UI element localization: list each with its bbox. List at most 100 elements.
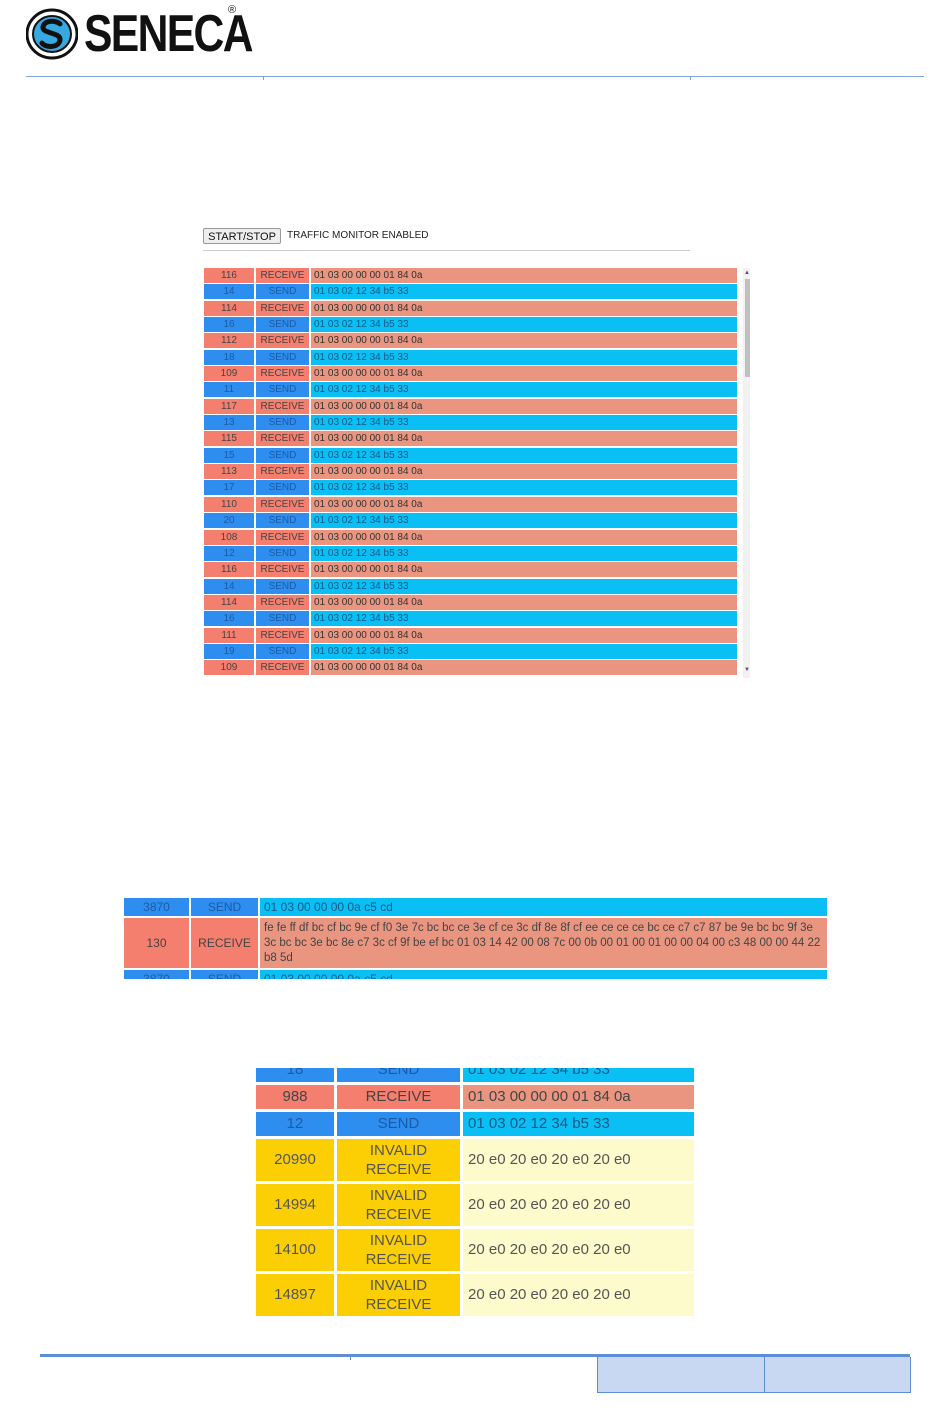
frame-data: 01 03 02 12 34 b5 33: [311, 349, 737, 365]
frame-count: 110: [204, 496, 254, 512]
frame-count: 12: [256, 1112, 334, 1136]
frame-direction: SEND: [256, 447, 309, 463]
monitor-row: 110 RECEIVE 01 03 00 00 00 01 84 0a: [204, 496, 750, 512]
frame-data: 01 03 00 00 00 0a c5 cd: [260, 898, 827, 916]
frame-direction: SEND: [256, 643, 309, 659]
frame-direction: INVALID RECEIVE: [337, 1229, 460, 1271]
frame-count: 18: [256, 1068, 334, 1082]
frame-count: 115: [204, 431, 254, 447]
invalid-frame-row: 14994 INVALID RECEIVE 20 e0 20 e0 20 e0 20 …: [256, 1184, 694, 1226]
frame-direction: SEND: [337, 1068, 460, 1082]
monitor-scrollbar-thumb[interactable]: [745, 279, 750, 377]
frame-direction: RECEIVE: [191, 918, 258, 968]
frame-direction: RECEIVE: [256, 300, 309, 316]
frame-direction: INVALID RECEIVE: [337, 1184, 460, 1226]
frame-data: 01 03 02 12 34 b5 33: [311, 611, 737, 627]
long-frame-row: 3870 SEND 01 03 00 00 00 0a c5 cd: [124, 970, 827, 979]
frame-count: 12: [204, 545, 254, 561]
frame-count: 14: [204, 578, 254, 594]
frame-data: 20 e0 20 e0 20 e0 20 e0: [463, 1139, 694, 1181]
scroll-up-arrow-icon[interactable]: ▲: [744, 270, 750, 276]
monitor-row: 14 SEND 01 03 02 12 34 b5 33: [204, 284, 750, 300]
invalid-frame-list: 18 SEND 01 03 02 12 34 b5 33 988 RECEIVE 01 0…: [256, 1068, 694, 1318]
header-rule: [26, 76, 924, 77]
monitor-row: 19 SEND 01 03 02 12 34 b5 33: [204, 643, 750, 659]
monitor-row: 15 SEND 01 03 02 12 34 b5 33: [204, 447, 750, 463]
long-frame-row: 3870 SEND 01 03 00 00 00 0a c5 cd: [124, 898, 827, 916]
invalid-frame-row: 18 SEND 01 03 02 12 34 b5 33: [256, 1068, 694, 1082]
frame-count: 14100: [256, 1229, 334, 1271]
frame-data: 20 e0 20 e0 20 e0 20 e0: [463, 1274, 694, 1316]
direction-line: RECEIVE: [365, 1206, 432, 1223]
frame-count: 20: [204, 513, 254, 529]
monitor-row: 12 SEND 01 03 02 12 34 b5 33: [204, 545, 750, 561]
frame-direction: INVALID RECEIVE: [337, 1139, 460, 1181]
frame-direction: SEND: [256, 317, 309, 333]
frame-count: 11: [204, 382, 254, 398]
monitor-row: 109 RECEIVE 01 03 00 00 00 01 84 0a: [204, 660, 750, 676]
frame-direction: RECEIVE: [256, 464, 309, 480]
monitor-row: 115 RECEIVE 01 03 00 00 00 01 84 0a: [204, 431, 750, 447]
frame-data: 01 03 00 00 00 01 84 0a: [311, 333, 737, 349]
registered-mark: ®: [228, 4, 237, 16]
frame-data: 01 03 00 00 00 01 84 0a: [311, 660, 737, 676]
footer-tick: [350, 1354, 351, 1360]
frame-count: 3870: [124, 970, 189, 979]
frame-data: 01 03 02 12 34 b5 33: [311, 382, 737, 398]
direction-line: INVALID: [369, 1187, 428, 1204]
frame-count: 116: [204, 268, 254, 283]
footer-rule: [40, 1354, 910, 1357]
frame-data: 01 03 02 12 34 b5 33: [463, 1112, 694, 1136]
frame-direction: SEND: [256, 284, 309, 300]
frame-data: 01 03 02 12 34 b5 33: [311, 284, 737, 300]
frame-count: 16: [204, 611, 254, 627]
frame-direction: RECEIVE: [256, 431, 309, 447]
frame-data: 01 03 02 12 34 b5 33: [311, 578, 737, 594]
start-stop-button[interactable]: START/STOP: [203, 228, 281, 244]
monitor-row: 109 RECEIVE 01 03 00 00 00 01 84 0a: [204, 366, 750, 382]
monitor-row: 108 RECEIVE 01 03 00 00 00 01 84 0a: [204, 529, 750, 545]
frame-direction: RECEIVE: [256, 398, 309, 414]
frame-direction: RECEIVE: [256, 366, 309, 382]
frame-data: 01 03 02 12 34 b5 33: [311, 447, 737, 463]
frame-data: 01 03 00 00 00 0a c5 cd: [260, 970, 827, 979]
direction-line: INVALID: [369, 1232, 428, 1249]
frame-count: 109: [204, 366, 254, 382]
frame-count: 108: [204, 529, 254, 545]
frame-count: 15: [204, 447, 254, 463]
frame-data: fe fe ff df bc cf bc 9e cf f0 3e 7c bc b…: [260, 918, 827, 968]
invalid-frame-row: 14100 INVALID RECEIVE 20 e0 20 e0 20 e0 20 …: [256, 1229, 694, 1271]
monitor-scrollbar[interactable]: [743, 268, 750, 678]
monitor-row: 13 SEND 01 03 02 12 34 b5 33: [204, 415, 750, 431]
frame-count: 16: [204, 317, 254, 333]
traffic-monitor-list[interactable]: 116 RECEIVE 01 03 00 00 00 01 84 0a 14 SEND 0…: [204, 268, 750, 678]
direction-line: INVALID: [369, 1142, 428, 1159]
frame-direction: SEND: [256, 578, 309, 594]
frame-data: 01 03 00 00 00 01 84 0a: [311, 464, 737, 480]
frame-data: 01 03 02 12 34 b5 33: [311, 415, 737, 431]
scroll-down-arrow-icon[interactable]: ▼: [744, 667, 750, 673]
frame-direction: SEND: [337, 1112, 460, 1136]
monitor-row: 17 SEND 01 03 02 12 34 b5 33: [204, 480, 750, 496]
invalid-frame-row: 20990 INVALID RECEIVE 20 e0 20 e0 20 e0 20 …: [256, 1139, 694, 1181]
frame-direction: SEND: [256, 545, 309, 561]
frame-count: 20990: [256, 1139, 334, 1181]
footer-cell: [764, 1357, 911, 1393]
long-frame-list: 3870 SEND 01 03 00 00 00 0a c5 cd 130 RECEIV…: [124, 898, 827, 979]
frame-data: 20 e0 20 e0 20 e0 20 e0: [463, 1229, 694, 1271]
brand-name: SENECA: [84, 5, 254, 63]
frame-count: 109: [204, 660, 254, 676]
frame-direction: RECEIVE: [256, 660, 309, 676]
direction-line: RECEIVE: [365, 1296, 432, 1313]
monitor-row: 111 RECEIVE 01 03 00 00 00 01 84 0a: [204, 627, 750, 643]
frame-direction: SEND: [256, 611, 309, 627]
frame-data: 01 03 00 00 00 01 84 0a: [311, 594, 737, 610]
frame-direction: INVALID RECEIVE: [337, 1274, 460, 1316]
frame-direction: SEND: [256, 382, 309, 398]
monitor-row: 11 SEND 01 03 02 12 34 b5 33: [204, 382, 750, 398]
direction-line: INVALID: [369, 1277, 428, 1294]
frame-direction: SEND: [256, 513, 309, 529]
frame-data: 01 03 00 00 00 01 84 0a: [311, 627, 737, 643]
frame-data: 01 03 00 00 00 01 84 0a: [311, 366, 737, 382]
frame-count: 13: [204, 415, 254, 431]
